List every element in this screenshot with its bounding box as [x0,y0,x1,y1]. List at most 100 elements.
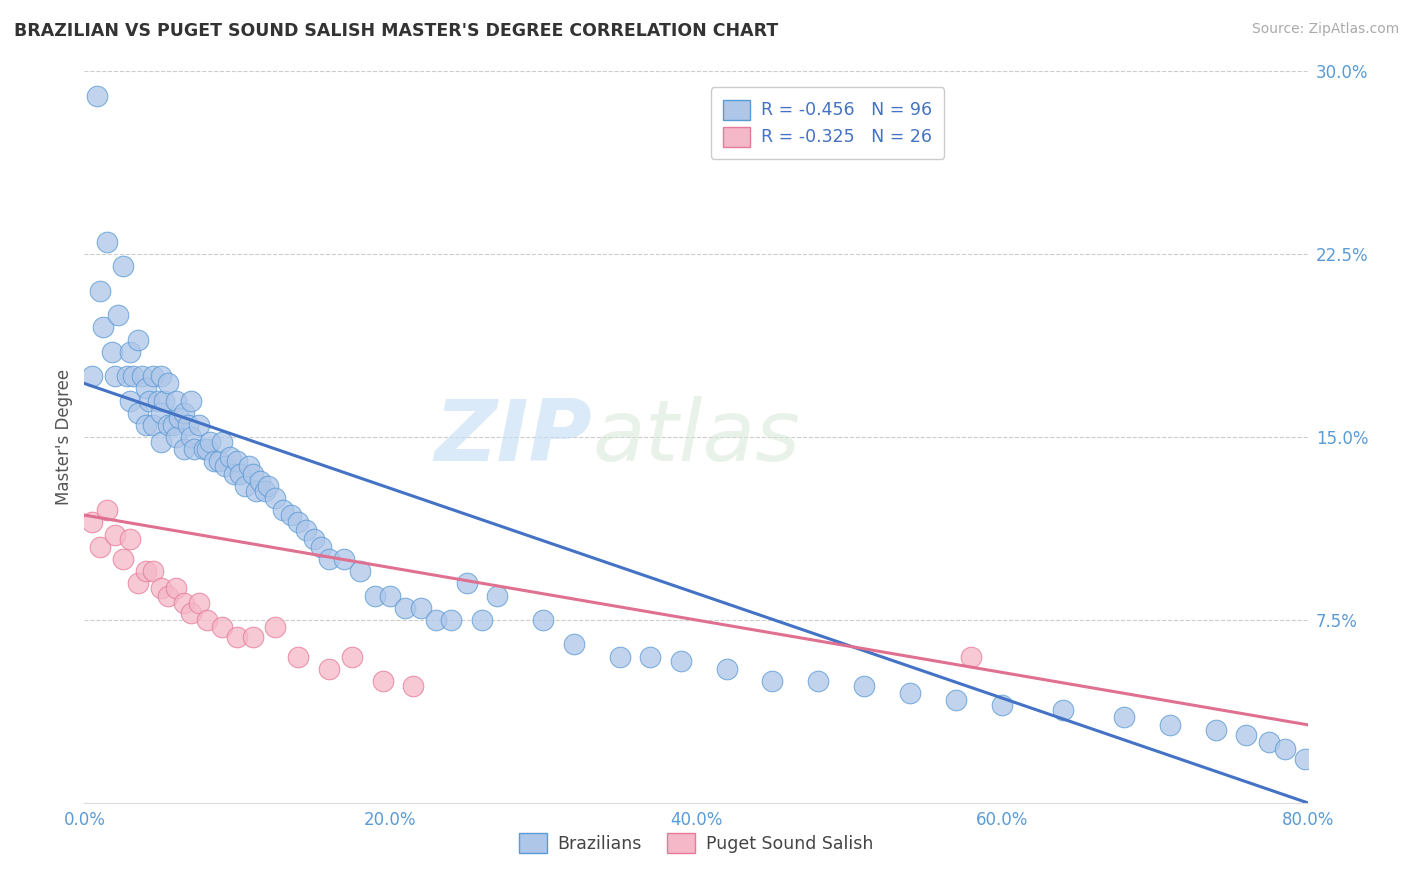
Point [257,479,280,493]
Point [609,649,631,664]
Point [104,369,127,384]
Point [180,393,202,408]
Point [142,369,165,384]
Text: Source: ZipAtlas.com: Source: ZipAtlas.com [1251,22,1399,37]
Point [165,393,187,408]
Point [249,474,271,488]
Point [198,434,221,449]
Text: BRAZILIAN VS PUGET SOUND SALISH MASTER'S DEGREE CORRELATION CHART: BRAZILIAN VS PUGET SOUND SALISH MASTER'S… [14,22,779,40]
Point [211,434,233,449]
Point [364,589,387,603]
Point [302,533,325,547]
Point [157,417,180,432]
Point [127,406,149,420]
Point [1258,735,1281,749]
Point [264,620,287,634]
Point [425,613,447,627]
Point [1294,752,1316,766]
Point [226,454,249,468]
Text: atlas: atlas [592,395,800,479]
Point [101,344,124,359]
Point [242,467,264,481]
Point [135,381,157,395]
Point [349,564,371,578]
Point [1159,718,1181,732]
Point [1052,703,1074,717]
Point [716,662,738,676]
Point [96,503,118,517]
Point [80,516,103,530]
Point [562,637,585,651]
Point [214,459,236,474]
Point [135,564,157,578]
Point [202,454,225,468]
Point [1236,727,1258,741]
Point [122,369,145,384]
Point [173,442,195,457]
Point [333,552,356,566]
Point [456,576,478,591]
Point [142,564,165,578]
Point [318,552,340,566]
Point [146,393,169,408]
Point [120,393,142,408]
Point [371,673,394,688]
Point [224,467,246,481]
Point [280,508,302,522]
Point [853,679,876,693]
Point [195,613,218,627]
Point [173,596,195,610]
Point [761,673,783,688]
Point [167,410,190,425]
Point [242,630,264,644]
Point [86,88,108,103]
Point [1205,723,1227,737]
Point [157,376,180,391]
Point [318,662,340,676]
Point [1274,742,1296,756]
Point [218,450,240,464]
Point [183,442,205,457]
Point [120,533,142,547]
Point [380,589,402,603]
Point [253,483,276,498]
Point [531,613,554,627]
Point [193,442,215,457]
Point [157,589,180,603]
Point [104,527,127,541]
Point [162,417,184,432]
Point [111,552,134,566]
Point [180,606,202,620]
Point [195,442,218,457]
Point [107,308,129,322]
Point [669,654,692,668]
Point [111,260,134,274]
Point [89,540,111,554]
Point [311,540,333,554]
Point [149,406,172,420]
Point [233,479,256,493]
Point [180,430,202,444]
Point [127,576,149,591]
Point [127,333,149,347]
Point [211,620,233,634]
Point [188,417,211,432]
Point [120,344,142,359]
Point [287,649,309,664]
Point [142,417,165,432]
Point [1114,710,1136,724]
Point [115,369,138,384]
Point [807,673,830,688]
Point [402,679,425,693]
Point [960,649,983,664]
Point [271,503,294,517]
Point [440,613,463,627]
Point [149,581,172,595]
Point [340,649,363,664]
Point [898,686,921,700]
Point [165,581,187,595]
Point [91,320,114,334]
Point [229,467,252,481]
Point [208,454,231,468]
Point [177,417,200,432]
